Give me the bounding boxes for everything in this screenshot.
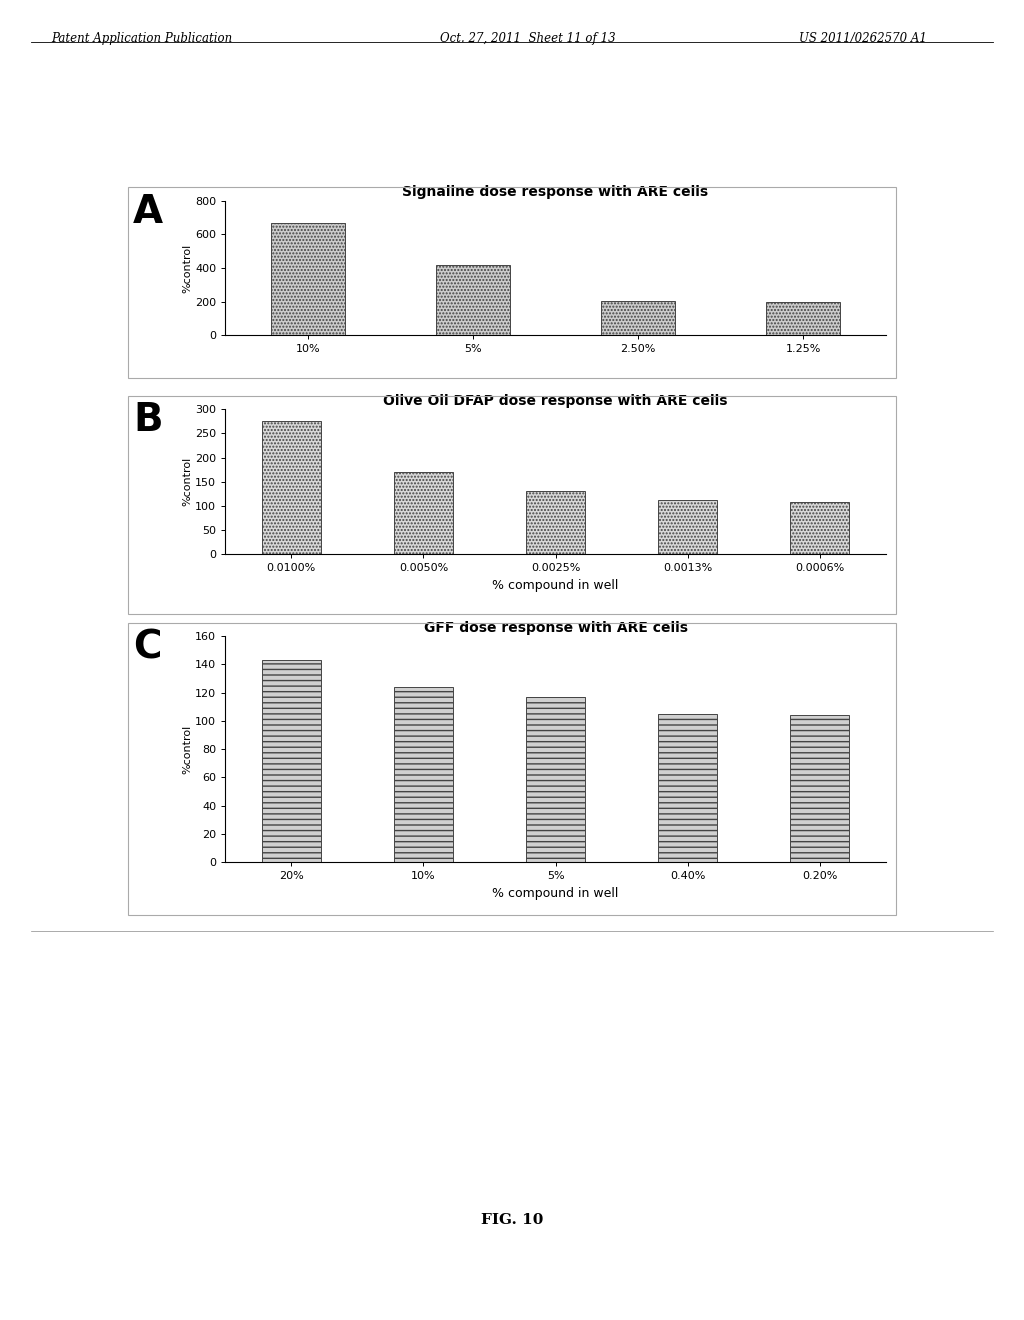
Text: B: B [133,401,163,440]
X-axis label: % compound in well: % compound in well [493,887,618,899]
Bar [270,223,345,335]
Text: Oct. 27, 2011  Sheet 11 of 13: Oct. 27, 2011 Sheet 11 of 13 [440,32,616,45]
X-axis label: % compound in well: % compound in well [493,579,618,591]
Text: A: A [133,193,163,231]
Bar [261,660,322,862]
Y-axis label: %control: %control [182,725,193,774]
Bar [790,502,850,554]
Bar [601,301,675,335]
Text: C: C [133,628,162,667]
Y-axis label: %control: %control [182,243,193,293]
Bar [657,714,718,862]
Bar [525,491,586,554]
Bar [393,686,454,862]
Bar [525,697,586,862]
Bar [393,473,454,554]
Bar [790,715,850,862]
Bar [261,421,322,554]
Bar [657,500,718,554]
Bar [436,264,510,335]
Y-axis label: %control: %control [182,457,193,507]
Title: Olive Oil DFAP dose response with ARE cells: Olive Oil DFAP dose response with ARE ce… [383,395,728,408]
Bar [766,302,841,335]
Text: FIG. 10: FIG. 10 [481,1213,543,1226]
Text: US 2011/0262570 A1: US 2011/0262570 A1 [799,32,927,45]
Title: GFF dose response with ARE cells: GFF dose response with ARE cells [424,622,687,635]
Text: Patent Application Publication: Patent Application Publication [51,32,232,45]
Title: Signaline dose response with ARE cells: Signaline dose response with ARE cells [402,186,709,199]
